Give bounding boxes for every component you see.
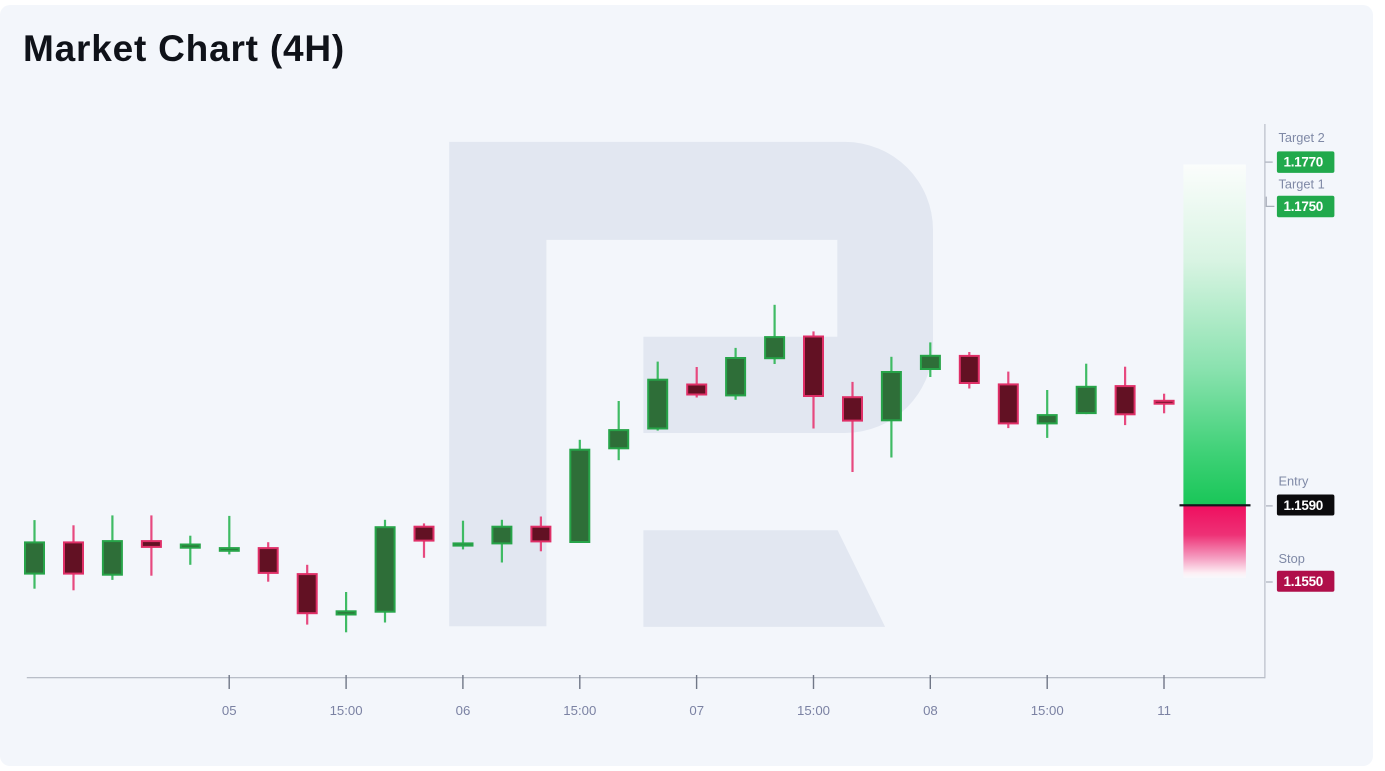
svg-text:1.1550: 1.1550 <box>1284 574 1324 589</box>
svg-text:15:00: 15:00 <box>797 703 830 718</box>
svg-text:Target 2: Target 2 <box>1279 130 1325 145</box>
svg-text:15:00: 15:00 <box>563 703 596 718</box>
svg-text:15:00: 15:00 <box>1031 703 1064 718</box>
svg-text:06: 06 <box>456 703 471 718</box>
svg-text:Target 1: Target 1 <box>1279 177 1325 192</box>
svg-text:Stop: Stop <box>1279 551 1305 566</box>
svg-text:1.1770: 1.1770 <box>1284 154 1324 169</box>
svg-text:05: 05 <box>222 703 237 718</box>
svg-text:07: 07 <box>689 703 704 718</box>
svg-text:11: 11 <box>1157 703 1171 718</box>
svg-text:1.1590: 1.1590 <box>1284 498 1324 513</box>
svg-text:08: 08 <box>923 703 938 718</box>
svg-text:1.1750: 1.1750 <box>1284 199 1324 214</box>
svg-text:Entry: Entry <box>1279 474 1309 489</box>
svg-text:15:00: 15:00 <box>330 703 363 718</box>
